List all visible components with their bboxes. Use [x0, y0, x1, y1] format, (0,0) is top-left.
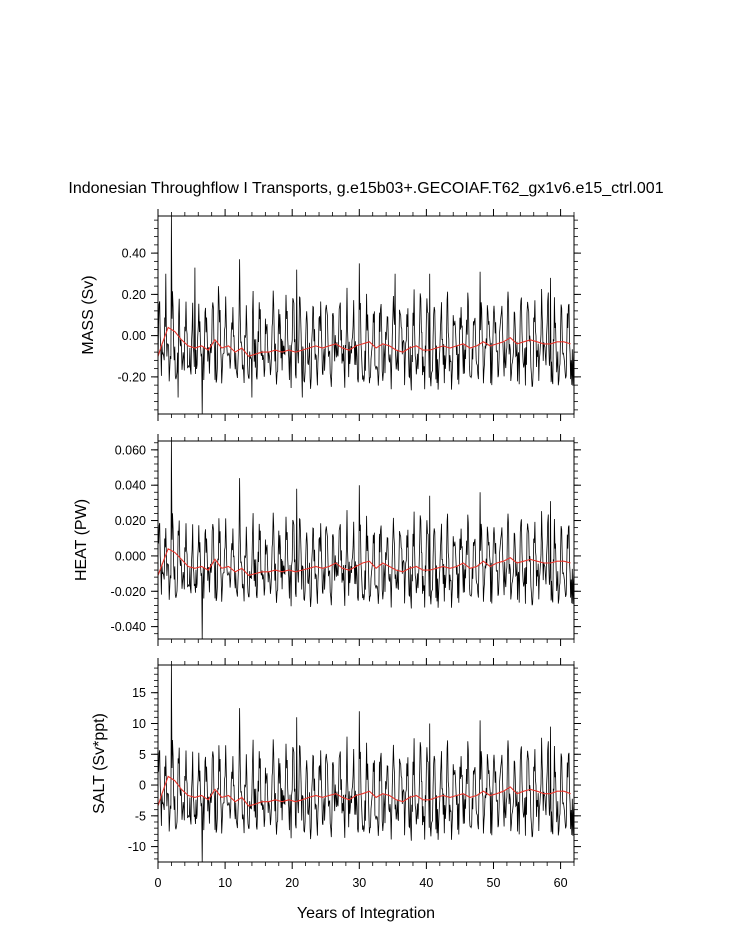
y-tick-label: 15 [132, 686, 146, 700]
x-tick-label: 20 [285, 876, 299, 890]
x-tick-label: 40 [419, 876, 433, 890]
y-tick-label: -0.020 [111, 585, 146, 599]
x-tick-label: 60 [554, 876, 568, 890]
y-tick-label: 0 [139, 779, 146, 793]
plot-frame [157, 215, 575, 415]
y-tick-label: 0.040 [115, 479, 146, 493]
monthly-series-line [158, 441, 574, 639]
annual-mean-line [158, 326, 571, 357]
y-axis-label: MASS (Sv) [80, 275, 97, 354]
x-tick-label: 50 [487, 876, 501, 890]
y-axis-label: SALT (Sv*ppt) [91, 713, 108, 814]
y-tick-label: 0.020 [115, 514, 146, 528]
x-tick-label: 30 [352, 876, 366, 890]
y-tick-label: 0.060 [115, 443, 146, 457]
salt-panel: -10 -5 0 5 10 15 SALT (Sv*ppt) [91, 658, 581, 869]
y-tick-label: 10 [132, 717, 146, 731]
y-tick-label: 0.40 [122, 247, 146, 261]
x-tick-label: 10 [218, 876, 232, 890]
annual-mean-line [158, 548, 571, 577]
x-axis-label: Years of Integration [297, 905, 435, 922]
y-axis-label: HEAT (PW) [73, 499, 90, 581]
monthly-series-line [158, 665, 574, 862]
annual-mean-line [158, 775, 571, 807]
monthly-series-line [158, 216, 574, 414]
y-tick-label: 0.20 [122, 288, 146, 302]
y-tick-label: 0.00 [122, 329, 146, 343]
x-tick-label: 0 [155, 876, 162, 890]
heat-panel: -0.040 -0.020 0.000 0.020 0.040 0.060 HEAT (PW… [73, 434, 581, 646]
y-tick-label: -10 [128, 840, 146, 854]
y-tick-label: -0.040 [111, 620, 146, 634]
mass-panel: -0.20 0.00 0.20 0.40 MASS (Sv) [80, 209, 581, 421]
y-tick-label: -0.20 [118, 370, 147, 384]
y-tick-label: 5 [139, 748, 146, 762]
plot-frame [157, 440, 575, 640]
y-tick-label: 0.000 [115, 549, 146, 563]
chart-title: Indonesian Throughflow I Transports, g.e… [68, 180, 663, 197]
y-tick-label: -5 [135, 809, 146, 823]
plot-frame [157, 664, 575, 863]
